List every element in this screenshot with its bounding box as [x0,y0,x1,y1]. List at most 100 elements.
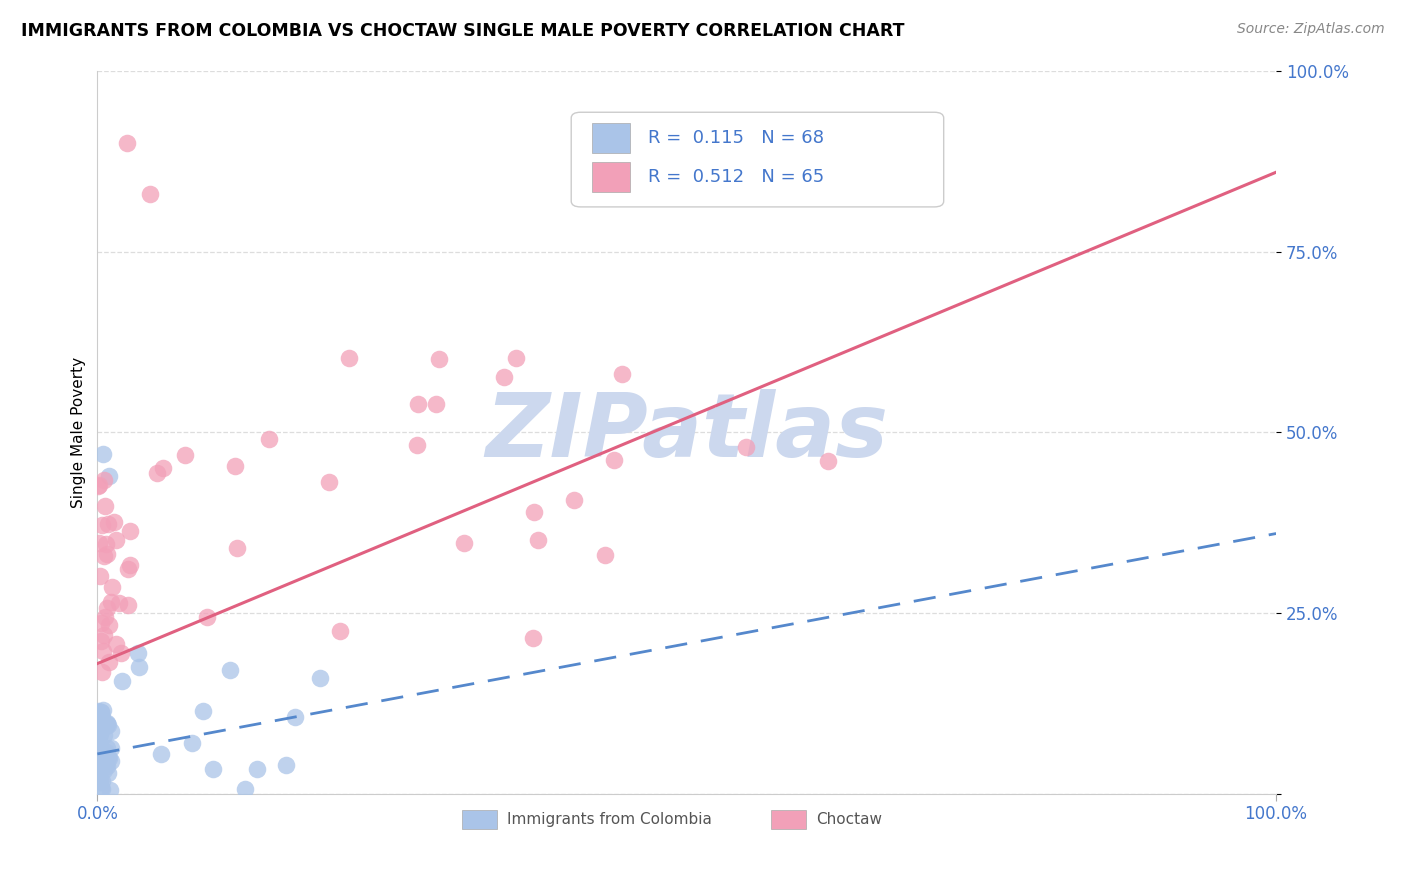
Point [523,505,546,519]
FancyBboxPatch shape [592,162,630,193]
Point [152,461,174,475]
Point [89,734,111,748]
Point [117,562,139,576]
Point [98,468,121,483]
Point [96,758,118,772]
Point [96,756,118,771]
Text: Choctaw: Choctaw [815,812,882,827]
Text: ZIPatlas: ZIPatlas [485,389,889,475]
Point [100,723,122,738]
Point [87,478,110,492]
Point [91,782,114,797]
Point [274,757,297,772]
Point [96,741,118,756]
Point [425,397,447,411]
Point [201,762,224,776]
Point [93,703,115,717]
Point [96,601,118,615]
Y-axis label: Single Male Poverty: Single Male Poverty [72,357,86,508]
Point [96,716,118,731]
Text: R =  0.115   N = 68: R = 0.115 N = 68 [648,129,824,147]
Point [100,754,122,768]
Point [87,775,110,789]
Point [90,756,112,770]
Point [224,459,246,474]
Point [90,710,112,724]
Point [219,663,242,677]
Point [89,714,111,728]
FancyBboxPatch shape [592,123,630,153]
Point [257,432,280,446]
Point [89,726,111,740]
Point [87,536,110,550]
Point [91,643,114,657]
Point [93,728,115,742]
Point [193,704,215,718]
Point [97,717,120,731]
Point [406,438,429,452]
Point [90,633,112,648]
Text: Immigrants from Colombia: Immigrants from Colombia [506,812,711,827]
Point [284,709,307,723]
Point [139,186,162,201]
Point [118,558,141,572]
Point [87,760,110,774]
Text: Source: ZipAtlas.com: Source: ZipAtlas.com [1237,22,1385,37]
Point [110,647,132,661]
Point [527,533,550,547]
Point [86,760,108,774]
Point [87,715,110,730]
Point [90,713,112,727]
Point [89,569,111,583]
Text: R =  0.512   N = 65: R = 0.512 N = 65 [648,169,824,186]
Point [98,750,121,764]
Point [93,628,115,642]
Point [180,736,202,750]
Point [97,766,120,780]
Point [105,533,128,547]
Point [453,535,475,549]
Point [94,609,117,624]
Point [146,466,169,480]
Point [108,596,131,610]
Point [90,780,112,795]
Point [87,730,110,744]
Point [406,397,429,411]
Point [117,598,139,612]
Point [89,721,111,735]
Point [87,479,110,493]
Point [127,646,149,660]
Point [97,655,120,669]
Point [233,781,256,796]
Point [91,773,114,788]
Point [90,615,112,630]
Point [90,705,112,719]
Point [91,665,114,679]
Point [89,705,111,719]
Point [105,636,128,650]
Point [86,747,108,762]
Point [94,537,117,551]
Point [562,493,585,508]
Point [86,704,108,718]
Point [329,624,352,638]
Point [93,473,115,487]
Point [94,719,117,733]
Point [89,717,111,731]
Point [93,763,115,777]
Point [337,351,360,365]
Point [100,595,122,609]
Point [89,719,111,733]
Point [97,618,120,632]
Point [96,548,118,562]
Point [86,735,108,749]
Point [118,524,141,538]
Point [593,548,616,562]
Point [90,711,112,725]
Point [89,727,111,741]
Point [93,549,115,563]
Point [94,747,117,761]
Point [87,746,110,760]
Point [89,724,111,739]
Point [90,723,112,737]
